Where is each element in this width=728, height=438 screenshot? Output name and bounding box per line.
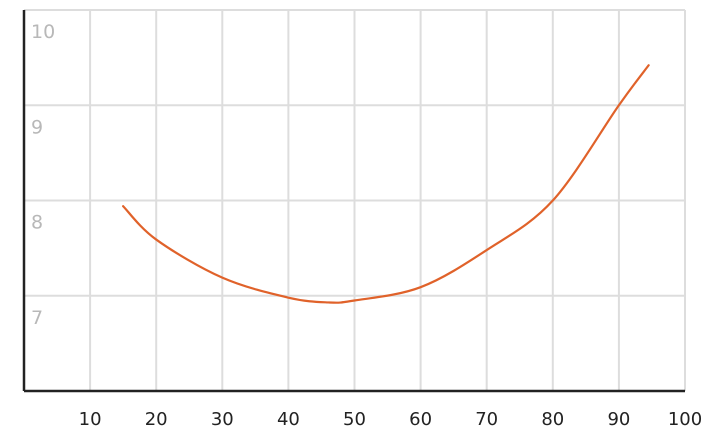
y-axis-ticks: 7 8 9 10 xyxy=(31,21,55,329)
x-tick-label: 90 xyxy=(607,409,630,430)
y-tick-label: 8 xyxy=(31,212,43,234)
x-tick-label: 60 xyxy=(409,409,432,430)
series-line xyxy=(122,64,650,304)
x-tick-label: 70 xyxy=(475,409,498,430)
x-tick-label: 50 xyxy=(343,409,366,430)
x-tick-label: 80 xyxy=(541,409,564,430)
axes xyxy=(22,10,685,393)
x-tick-label: 30 xyxy=(211,409,234,430)
y-tick-label: 10 xyxy=(31,21,55,43)
x-tick-label: 40 xyxy=(277,409,300,430)
x-tick-label: 10 xyxy=(79,409,102,430)
y-tick-label: 9 xyxy=(31,116,43,138)
series-group xyxy=(122,64,650,304)
y-tick-label: 7 xyxy=(31,307,43,329)
grid xyxy=(24,9,686,391)
x-tick-label: 100 xyxy=(668,409,702,430)
x-axis-ticks: 10 20 30 40 50 60 70 80 90 100 xyxy=(79,409,703,430)
x-tick-label: 20 xyxy=(145,409,168,430)
